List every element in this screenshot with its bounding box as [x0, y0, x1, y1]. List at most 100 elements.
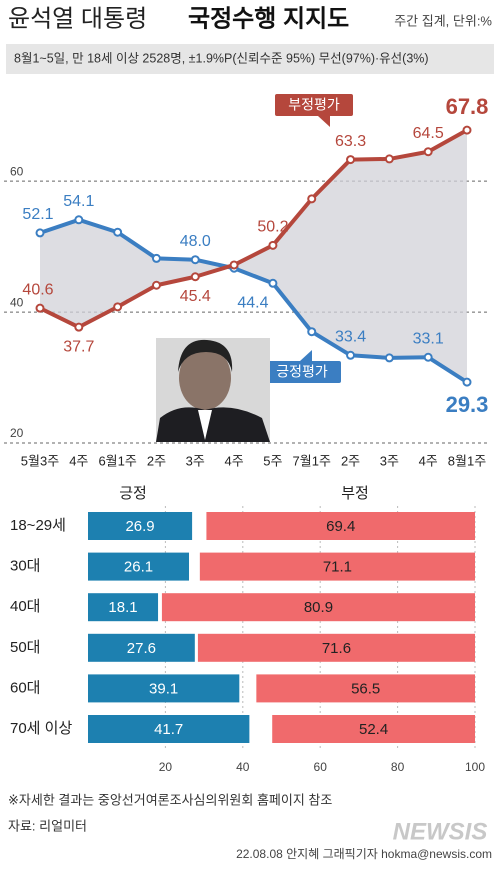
value-label: 29.3	[446, 392, 489, 417]
x-tick-label: 100	[465, 760, 485, 774]
tag-box	[275, 94, 353, 116]
y-tick-label: 40	[10, 295, 24, 309]
x-tick-label: 20	[159, 760, 173, 774]
x-tick-label: 6월1주	[98, 453, 136, 468]
point	[35, 228, 45, 238]
unit-note: 주간 집계, 단위:%	[394, 13, 492, 28]
photo-hair	[178, 339, 233, 372]
bar-negative	[272, 715, 475, 743]
point	[113, 302, 123, 312]
bar-label: 27.6	[127, 640, 156, 657]
subtitle-box	[6, 44, 494, 74]
bar-label: 56.5	[351, 680, 380, 697]
bar-label: 52.4	[359, 721, 388, 738]
point	[190, 255, 200, 265]
point	[462, 377, 472, 387]
category-label: 70세 이상	[10, 720, 72, 737]
bar-positive	[88, 633, 195, 662]
category-label: 30대	[10, 558, 41, 575]
title-regular: 윤석열 대통령	[8, 5, 147, 32]
value-label: 67.8	[446, 94, 489, 119]
bar-negative	[256, 674, 475, 703]
value-label: 63.3	[335, 133, 366, 150]
bar-positive	[88, 552, 190, 581]
title-bold: 국정수행 지지도	[188, 5, 349, 32]
bar-label: 18.1	[108, 599, 137, 616]
bar-positive	[88, 512, 193, 540]
x-tick-label: 4주	[224, 453, 243, 468]
value-label: 33.1	[413, 330, 444, 347]
footer-source: 자료: 리얼미터	[8, 818, 87, 833]
bar-label: 69.4	[326, 518, 355, 535]
photo-shirt	[198, 410, 212, 440]
x-tick-label: 3주	[186, 453, 205, 468]
x-tick-label: 5주	[263, 453, 282, 468]
value-label: 44.4	[237, 295, 268, 312]
point	[190, 272, 200, 282]
legend-positive: 긍정	[119, 485, 147, 502]
value-label: 50.2	[257, 219, 288, 236]
category-label: 60대	[10, 679, 41, 696]
photo	[156, 338, 270, 442]
value-label: 45.4	[180, 288, 211, 305]
point	[35, 303, 45, 313]
bar-label: 26.1	[124, 559, 153, 576]
bar-positive	[88, 593, 159, 622]
point	[229, 260, 239, 270]
bar-negative	[197, 633, 475, 662]
x-tick-label: 80	[391, 760, 405, 774]
photo-suit	[156, 407, 270, 442]
legend-negative: 부정	[341, 485, 369, 502]
point	[151, 280, 161, 290]
series-line	[39, 217, 469, 384]
point	[307, 327, 317, 337]
point	[74, 322, 84, 332]
bar-label: 71.6	[322, 640, 351, 657]
category-label: 18~29세	[10, 517, 66, 534]
y-tick-label: 20	[10, 426, 24, 440]
point	[346, 155, 356, 165]
point	[113, 227, 123, 237]
point	[384, 353, 394, 363]
x-tick-label: 2주	[147, 453, 166, 468]
value-label: 48.0	[180, 233, 211, 250]
x-tick-label: 3주	[380, 453, 399, 468]
point	[462, 125, 472, 135]
photo-face	[179, 346, 231, 410]
series-line	[39, 128, 468, 330]
point	[307, 194, 317, 204]
x-tick-label: 7월1주	[293, 453, 331, 468]
x-tick-label: 4주	[419, 453, 438, 468]
x-tick-label: 60	[314, 760, 328, 774]
x-tick-label: 4주	[69, 453, 88, 468]
footer-note: ※자세한 결과는 중앙선거여론조사심의위원회 홈페이지 참조	[8, 792, 332, 807]
bar-label: 80.9	[304, 599, 333, 616]
bar-negative	[161, 593, 476, 622]
point	[384, 154, 394, 164]
bar-negative	[206, 512, 475, 540]
tag-pointer	[318, 116, 330, 127]
point	[423, 147, 433, 157]
tag-box	[263, 361, 341, 383]
bar-label: 39.1	[149, 680, 178, 697]
value-label: 40.6	[22, 281, 53, 298]
x-tick-label: 5월3주	[21, 453, 59, 468]
bar-label: 26.9	[125, 518, 154, 535]
point	[268, 240, 278, 250]
value-label: 52.1	[22, 206, 53, 223]
footer-credit: 22.08.08 안지혜 그래픽기자 hokma@newsis.com	[236, 847, 492, 861]
series-tag: 긍정평가	[276, 364, 328, 380]
point	[346, 350, 356, 360]
x-tick-label: 8월1주	[448, 453, 486, 468]
bar-positive	[88, 674, 240, 703]
point	[151, 253, 161, 263]
value-label: 54.1	[63, 193, 94, 210]
value-label: 64.5	[413, 125, 444, 142]
y-tick-label: 60	[10, 164, 24, 178]
bar-label: 71.1	[323, 559, 352, 576]
subtitle: 8월1~5일, 만 18세 이상 2528명, ±1.9%P(신뢰수준 95%)…	[14, 51, 429, 65]
point	[268, 278, 278, 288]
point	[74, 215, 84, 225]
